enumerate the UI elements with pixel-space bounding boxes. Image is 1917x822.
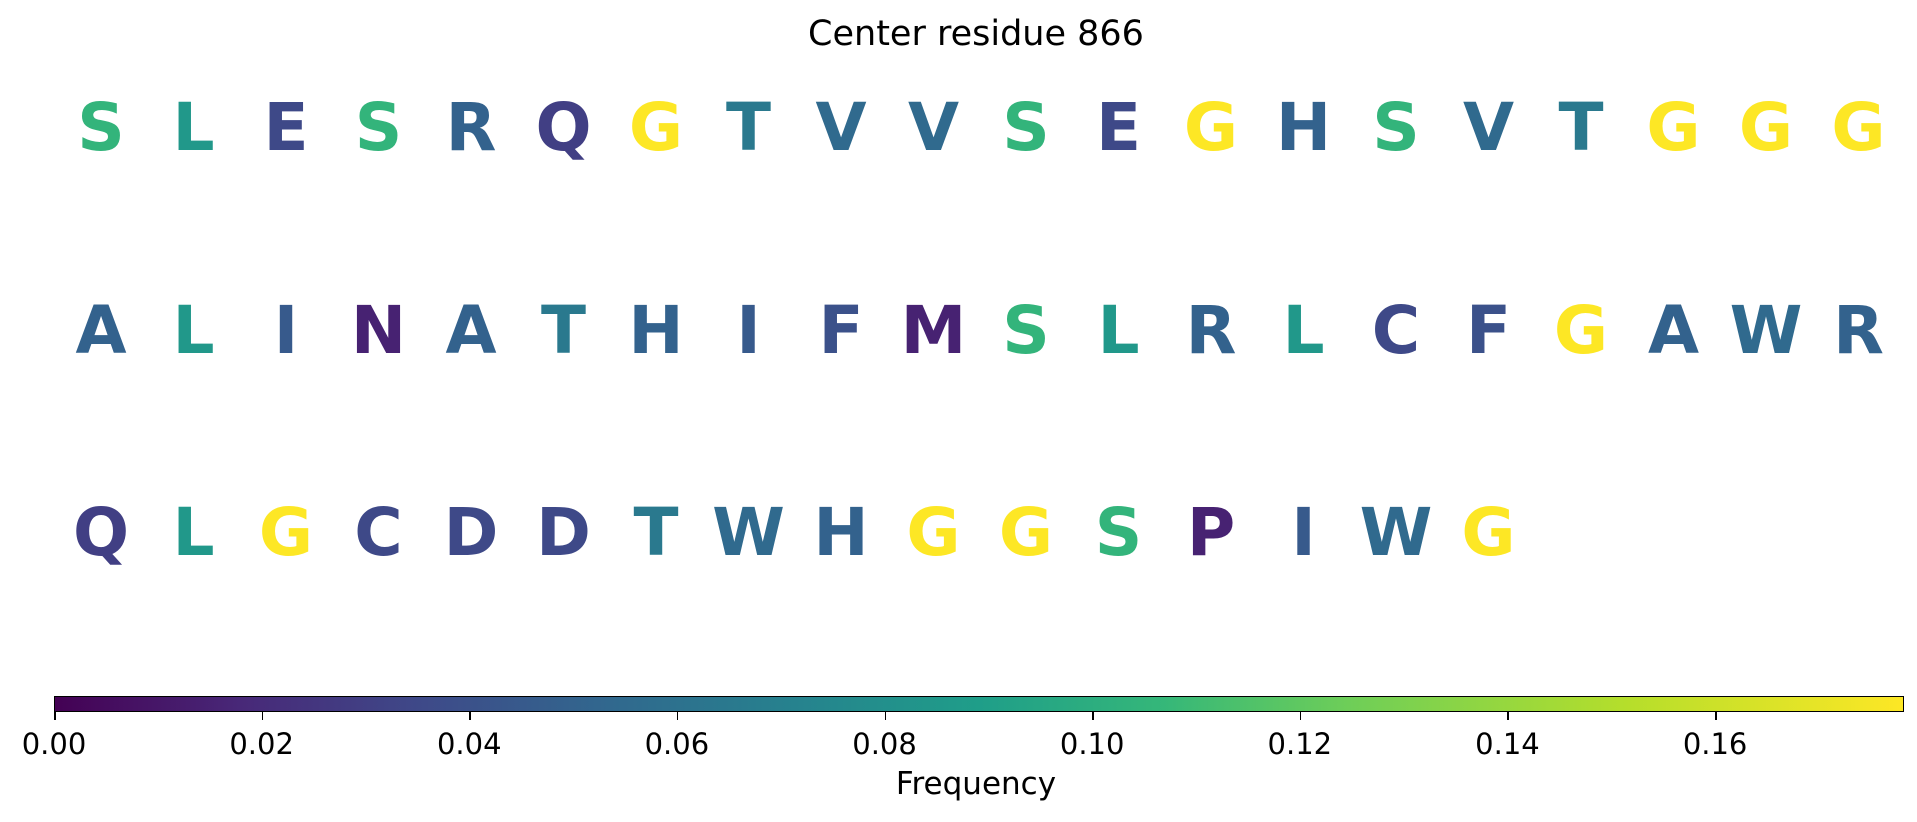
colorbar-tick: [884, 712, 887, 720]
residue-letter: G: [998, 494, 1054, 571]
residue-letter: L: [172, 89, 215, 166]
residue-letter: L: [172, 494, 215, 571]
residue-letter: H: [1275, 89, 1332, 166]
residue-letter: S: [77, 89, 125, 166]
colorbar-tick: [54, 712, 56, 720]
colorbar-tick-label: 0.06: [644, 727, 710, 761]
residue-letter: F: [1465, 292, 1512, 369]
residue-letter: G: [1553, 292, 1609, 369]
residue-letter: R: [1185, 292, 1237, 369]
residue-letter: V: [907, 89, 960, 166]
residue-letter: E: [263, 89, 309, 166]
residue-letter: T: [633, 494, 679, 571]
colorbar-tick-label: 0.08: [852, 727, 917, 761]
colorbar-tick: [1299, 712, 1302, 720]
residue-letter: W: [1729, 292, 1803, 369]
residue-letter: R: [1833, 292, 1884, 369]
residue-letter: L: [1282, 292, 1325, 369]
residue-letter: G: [1646, 89, 1701, 166]
residue-letter: G: [1738, 89, 1794, 166]
residue-letter: V: [815, 89, 867, 166]
residue-letter: E: [1095, 89, 1142, 166]
colorbar-tick: [469, 712, 471, 720]
residue-letter: R: [445, 89, 497, 166]
colorbar-tick-label: 0.10: [1059, 727, 1125, 761]
residue-letter: N: [350, 292, 407, 369]
residue-letter: G: [906, 494, 961, 571]
residue-letter: T: [725, 89, 772, 166]
residue-letter: S: [1094, 494, 1143, 571]
residue-letter: C: [354, 494, 403, 571]
residue-letter: M: [900, 292, 967, 369]
colorbar-gradient: [54, 696, 1904, 712]
residue-letter: A: [75, 292, 127, 369]
colorbar-tick-label: 0.04: [436, 727, 502, 761]
residue-letter: P: [1186, 494, 1236, 571]
residue-letter: I: [1291, 494, 1316, 571]
residue-letter: G: [1831, 89, 1886, 166]
colorbar-tick-label: 0.16: [1682, 727, 1748, 761]
residue-letter: G: [258, 494, 314, 571]
residue-letter: D: [536, 494, 591, 571]
residue-letter: S: [1002, 292, 1050, 369]
residue-letter: T: [1558, 89, 1604, 166]
residue-letter: D: [443, 494, 499, 571]
residue-letter: S: [1002, 89, 1050, 166]
residue-letter: Q: [535, 89, 592, 166]
colorbar-tick: [1715, 712, 1717, 720]
residue-letter: V: [1462, 89, 1515, 166]
colorbar-tick-label: 0.14: [1475, 727, 1540, 761]
residue-letter: I: [736, 292, 761, 369]
colorbar-label: Frequency: [895, 766, 1057, 802]
colorbar-tick-label: 0.12: [1267, 727, 1333, 761]
residue-letter: L: [1097, 292, 1140, 369]
colorbar-tick: [1092, 712, 1094, 720]
colorbar-tick: [676, 712, 679, 720]
colorbar-tick: [261, 712, 264, 720]
residue-letter: W: [1359, 494, 1433, 571]
colorbar-tick-label: 0.02: [229, 727, 294, 761]
residue-letter: I: [273, 292, 299, 369]
residue-letter: W: [712, 494, 785, 571]
colorbar-tick: [1507, 712, 1509, 720]
residue-letter: S: [1372, 89, 1420, 166]
residue-letter: Q: [72, 494, 130, 571]
residue-letter: G: [1183, 89, 1239, 166]
residue-letter: F: [818, 292, 864, 369]
residue-letter: C: [1371, 292, 1421, 369]
colorbar-tick-label: 0.00: [21, 727, 87, 761]
residue-letter: T: [540, 292, 587, 369]
residue-letter: G: [628, 89, 684, 166]
residue-letter: A: [445, 292, 497, 369]
residue-letter: G: [1461, 494, 1516, 571]
residue-letter: H: [628, 292, 684, 369]
chart-title: Center residue 866: [808, 14, 1144, 54]
residue-letter: A: [1647, 292, 1700, 369]
residue-letter: S: [354, 89, 403, 166]
residue-letter: H: [813, 494, 869, 571]
residue-letter: L: [172, 292, 215, 369]
